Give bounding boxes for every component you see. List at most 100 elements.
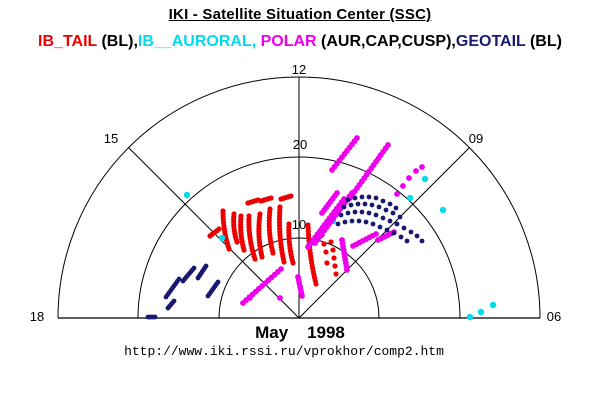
data-point-geotail [401,225,407,231]
data-point-ib-auroral [477,308,485,316]
tick-label-18: 18 [30,309,44,324]
data-point-geotail [373,195,379,201]
data-point-geotail [359,194,365,200]
data-point-ib-tail [331,255,337,261]
data-point-geotail [348,202,354,208]
data-point-ib-tail [234,239,240,245]
data-point-ib-auroral [421,175,429,183]
data-point-geotail [408,229,414,235]
data-point-geotail [362,201,368,207]
data-point-ib-tail [328,239,334,245]
data-point-ib-tail [252,256,258,262]
data-point-ib-auroral [218,234,226,242]
data-point-geotail [380,198,386,204]
data-point-ib-tail [290,260,296,266]
data-point-ib-auroral [406,194,414,202]
legend-item-polar: POLAR [260,33,322,50]
data-point-geotail [404,238,410,244]
data-point-geotail [341,204,347,210]
data-point-ib-tail [259,254,265,260]
data-point-geotail [414,233,420,239]
data-point-polar [419,164,425,170]
data-point-geotail [345,210,351,216]
data-point-ib-tail [323,249,329,255]
data-point-ib-tail [270,250,276,256]
legend-note-ib-tail: (BL), [101,33,138,50]
data-point-ib-tail [332,263,338,269]
data-point-polar [385,142,391,148]
data-point-ib-tail [313,281,319,287]
data-point-geotail [369,202,375,208]
source-url: http://www.iki.rssi.ru/vprokhor/comp2.ht… [124,344,444,359]
data-point-geotail [363,219,369,225]
data-point-geotail [366,210,372,216]
data-point-geotail [338,212,344,218]
legend-item-ib-auroral: IB__AURORAL, [137,33,261,50]
data-point-ib-tail [324,260,330,266]
data-point-polar [373,231,379,237]
data-point-ib-auroral [489,301,497,309]
data-point-geotail [349,218,355,224]
tick-label-06: 06 [547,309,561,324]
data-point-geotail [384,227,390,233]
data-point-geotail [355,201,361,207]
data-point-geotail [345,197,351,203]
data-point-geotail [215,279,221,285]
data-point-geotail [191,265,197,271]
data-point-geotail [391,230,397,236]
tick-label-10: 10 [292,217,306,232]
data-point-geotail [387,201,393,207]
tick-label-20: 20 [293,137,307,152]
data-point-geotail [419,238,425,244]
data-point-geotail [352,209,358,215]
data-point-geotail [383,207,389,213]
data-point-polar [406,175,412,181]
data-point-polar [319,210,325,216]
data-point-ib-tail [281,259,287,265]
data-point-geotail [335,221,341,227]
data-point-geotail [380,215,386,221]
tick-label-12: 12 [292,62,306,77]
data-point-geotail [397,214,403,220]
data-point-ib-tail [288,193,294,199]
data-point-polar [344,267,350,273]
data-point-ib-tail [321,241,327,247]
legend-note-geotail: (BL) [529,33,562,50]
data-point-geotail [176,276,182,282]
data-point-polar [299,293,305,299]
data-point-geotail [366,194,372,200]
legend-item-ib-tail: IB_TAIL [38,33,102,50]
data-point-geotail [393,205,399,211]
data-point-ib-tail [330,247,336,253]
data-point-geotail [377,224,383,230]
legend-note-polar: (AUR,CAP,CUSP), [321,33,456,50]
data-point-ib-auroral [439,206,447,214]
data-point-geotail [356,218,362,224]
data-point-ib-auroral [183,191,191,199]
data-point-geotail [370,221,376,227]
data-point-polar [278,266,284,272]
data-point-polar [247,295,253,301]
data-point-geotail [376,204,382,210]
data-point-polar [305,244,311,250]
data-point-geotail [352,195,358,201]
grid-spoke-45 [298,147,470,319]
data-point-geotail [171,298,177,304]
data-point-ib-tail [226,246,232,252]
data-point-ib-tail [268,195,274,201]
data-point-geotail [398,234,404,240]
data-point-geotail [203,263,209,269]
data-point-geotail [390,210,396,216]
data-point-ib-auroral [466,313,474,321]
data-point-geotail [394,221,400,227]
data-point-ib-tail [241,247,247,253]
page-title: IKI - Satellite Situation Center (SSC) [168,6,432,23]
tick-label-09: 09 [469,131,483,146]
data-point-ib-tail [333,271,339,277]
data-point-polar [394,191,400,197]
data-point-geotail [342,219,348,225]
tick-label-15: 15 [104,131,118,146]
period-label: May 1998 [255,323,345,342]
data-point-geotail [387,218,393,224]
